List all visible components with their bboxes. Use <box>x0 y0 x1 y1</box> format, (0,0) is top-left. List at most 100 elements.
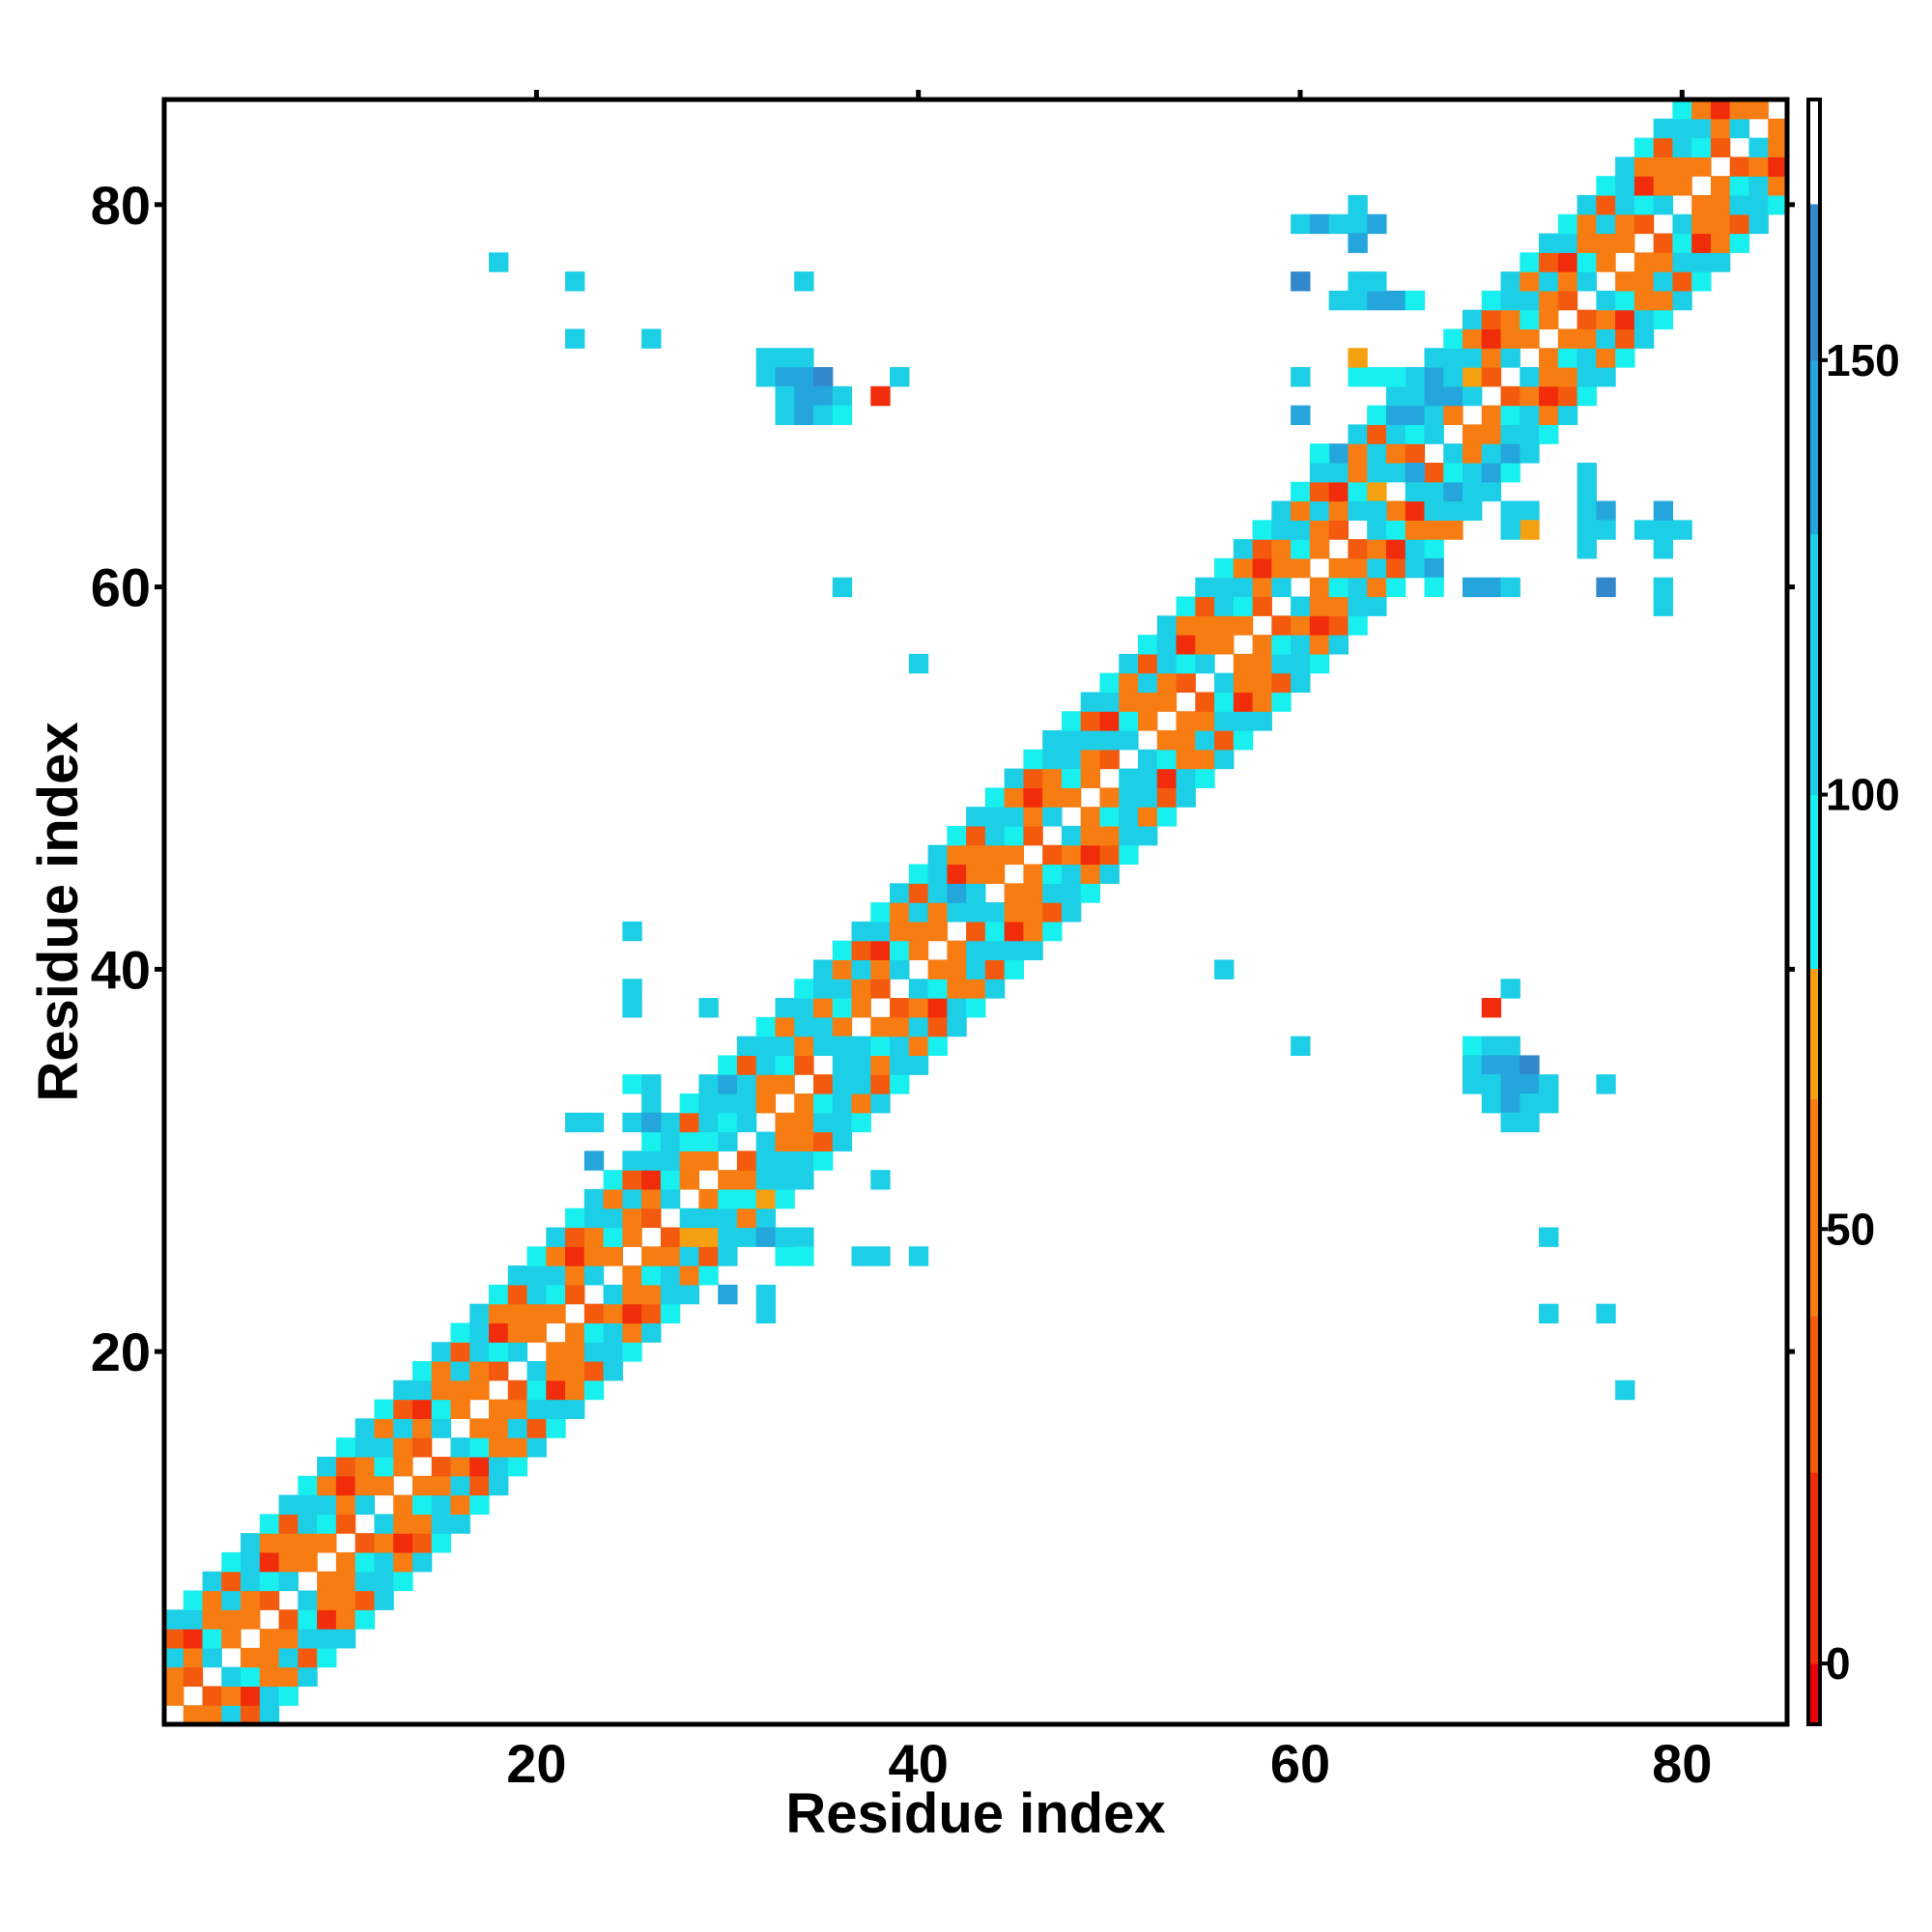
heatmap-cell <box>1615 194 1635 215</box>
heatmap-cell <box>1615 348 1635 368</box>
heatmap-cell <box>183 1666 204 1688</box>
heatmap-cell <box>1729 176 1750 196</box>
heatmap-cell <box>355 1475 376 1496</box>
heatmap-cell <box>1367 500 1387 521</box>
heatmap-cell <box>1214 749 1235 770</box>
heatmap-cell <box>1385 385 1406 407</box>
heatmap-cell <box>1520 290 1540 311</box>
heatmap-cell <box>183 1705 204 1725</box>
heatmap-cell <box>1520 1112 1540 1133</box>
heatmap-cell <box>241 1533 261 1553</box>
heatmap-cell <box>489 1322 509 1343</box>
heatmap-cell <box>1672 156 1692 177</box>
heatmap-cell <box>927 902 948 923</box>
heatmap-cell <box>1443 462 1463 483</box>
heatmap-cell <box>1156 653 1178 674</box>
heatmap-cell <box>1042 749 1063 770</box>
heatmap-cell <box>851 1246 871 1266</box>
heatmap-cell <box>927 844 948 866</box>
heatmap-cell <box>641 1246 662 1266</box>
heatmap-cell <box>431 1418 452 1438</box>
heatmap-cell <box>1500 520 1520 540</box>
heatmap-cell <box>259 1571 280 1592</box>
heatmap-cell <box>832 1112 853 1133</box>
heatmap-cell <box>469 1437 490 1458</box>
heatmap-cell <box>1634 309 1655 330</box>
heatmap-cell <box>355 1609 376 1630</box>
heatmap-cell <box>1138 787 1158 808</box>
heatmap-cell <box>1348 290 1368 311</box>
heatmap-cell <box>1061 749 1082 770</box>
heatmap-cell <box>1023 902 1043 923</box>
heatmap-cell <box>832 940 853 961</box>
heatmap-cell <box>1099 692 1120 712</box>
heatmap-cell <box>1691 213 1712 235</box>
heatmap-cell <box>832 959 853 980</box>
heatmap-cell <box>1023 825 1043 846</box>
heatmap-cell <box>1042 883 1063 903</box>
heatmap-cell <box>908 1246 929 1266</box>
heatmap-cell <box>565 1379 585 1401</box>
heatmap-cell <box>1596 500 1616 521</box>
heatmap-cell <box>1500 328 1520 349</box>
heatmap-cell <box>1481 481 1502 502</box>
heatmap-cell <box>1156 615 1178 636</box>
heatmap-cell <box>755 1093 777 1114</box>
heatmap-cell <box>1023 940 1043 961</box>
heatmap-cell <box>565 1208 585 1229</box>
heatmap-cell <box>412 1533 433 1553</box>
heatmap-cell <box>947 1016 967 1037</box>
colorbar-band <box>1808 203 1820 361</box>
heatmap-cell <box>890 1074 910 1094</box>
heatmap-cell <box>412 1475 433 1496</box>
heatmap-cell <box>1348 557 1368 579</box>
heatmap-cell <box>966 864 986 884</box>
colorbar-band <box>1808 794 1820 969</box>
heatmap-cell <box>832 1093 853 1114</box>
heatmap-cell <box>1424 367 1444 387</box>
heatmap-cell <box>698 1246 719 1266</box>
heatmap-cell <box>202 1590 222 1610</box>
heatmap-cell <box>1557 271 1578 292</box>
heatmap-cell <box>278 1533 298 1553</box>
heatmap-cell <box>890 1055 910 1075</box>
heatmap-cell <box>603 1246 623 1266</box>
heatmap-cell <box>1500 500 1520 521</box>
heatmap-cell <box>565 1112 585 1133</box>
heatmap-cell <box>1481 1036 1502 1057</box>
heatmap-cell <box>507 1379 528 1401</box>
heatmap-cell <box>1233 615 1254 636</box>
heatmap-cell <box>526 1437 547 1458</box>
heatmap-cell <box>1176 787 1196 808</box>
heatmap-cell <box>183 1609 204 1630</box>
heatmap-cell <box>1500 443 1520 464</box>
heatmap-cell <box>1061 730 1082 751</box>
heatmap-cell <box>507 1265 528 1286</box>
heatmap-cell <box>1729 194 1750 215</box>
heatmap-cell <box>335 1475 356 1496</box>
heatmap-cell <box>679 1170 700 1190</box>
heatmap-cell <box>1252 635 1272 655</box>
heatmap-cell <box>1500 1074 1520 1094</box>
heatmap-cell <box>1291 596 1311 616</box>
heatmap-cell <box>813 1016 834 1037</box>
heatmap-cell <box>164 1647 185 1668</box>
heatmap-cell <box>526 1418 547 1438</box>
heatmap-cell <box>1138 635 1158 655</box>
heatmap-cell <box>622 1284 642 1305</box>
heatmap-cell <box>1156 672 1178 694</box>
heatmap-cell <box>1424 462 1444 483</box>
heatmap-cell <box>1424 405 1444 425</box>
heatmap-cell <box>546 1418 566 1438</box>
heatmap-cell <box>1424 348 1444 368</box>
heatmap-cell <box>1463 500 1483 521</box>
heatmap-cell <box>526 1284 547 1305</box>
heatmap-cell <box>947 883 967 903</box>
heatmap-cell <box>870 1170 891 1190</box>
heatmap-cell <box>775 1246 795 1266</box>
heatmap-cell <box>1328 557 1350 579</box>
heatmap-cell <box>1252 596 1272 616</box>
heatmap-cell <box>1557 233 1578 253</box>
heatmap-cell <box>412 1494 433 1515</box>
heatmap-cell <box>1080 711 1101 731</box>
